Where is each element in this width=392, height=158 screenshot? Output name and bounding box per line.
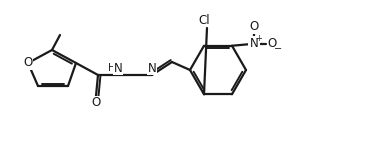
Text: N: N (114, 61, 122, 75)
Text: +: + (256, 34, 262, 43)
Text: N: N (250, 37, 258, 50)
Text: O: O (24, 57, 33, 70)
Text: O: O (249, 20, 259, 33)
Text: N: N (148, 61, 156, 75)
Text: H: H (108, 63, 116, 73)
Text: −: − (274, 44, 282, 54)
Text: Cl: Cl (198, 13, 210, 27)
Text: O: O (267, 37, 277, 50)
Text: O: O (91, 97, 101, 109)
